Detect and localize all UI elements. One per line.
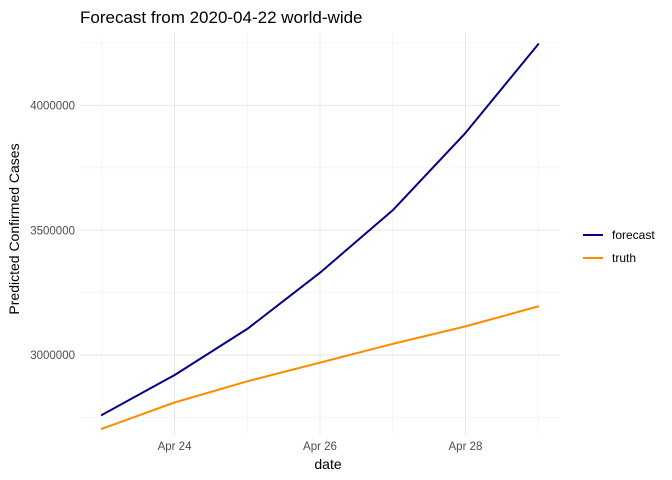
legend-label-forecast: forecast (612, 228, 655, 242)
legend: forecast truth (583, 228, 655, 265)
series-line-truth (100, 305, 540, 430)
y-tick-label: 4000000 (30, 100, 75, 112)
series-lines (100, 43, 540, 430)
x-tick-labels: Apr 24 Apr 26 Apr 28 (158, 441, 483, 453)
y-tick-labels: 3000000 3500000 4000000 (30, 100, 75, 362)
y-axis-title: Predicted Confirmed Cases (6, 143, 22, 314)
chart-title: Forecast from 2020-04-22 world-wide (80, 8, 363, 27)
y-tick-label: 3500000 (30, 225, 75, 237)
series-line-forecast (100, 43, 540, 416)
y-tick-label: 3000000 (30, 350, 75, 362)
x-tick-label: Apr 24 (158, 441, 192, 453)
x-tick-label: Apr 28 (449, 441, 483, 453)
x-tick-label: Apr 26 (303, 441, 337, 453)
gridlines (80, 33, 560, 435)
x-axis-title: date (314, 456, 341, 472)
legend-label-truth: truth (612, 251, 636, 265)
